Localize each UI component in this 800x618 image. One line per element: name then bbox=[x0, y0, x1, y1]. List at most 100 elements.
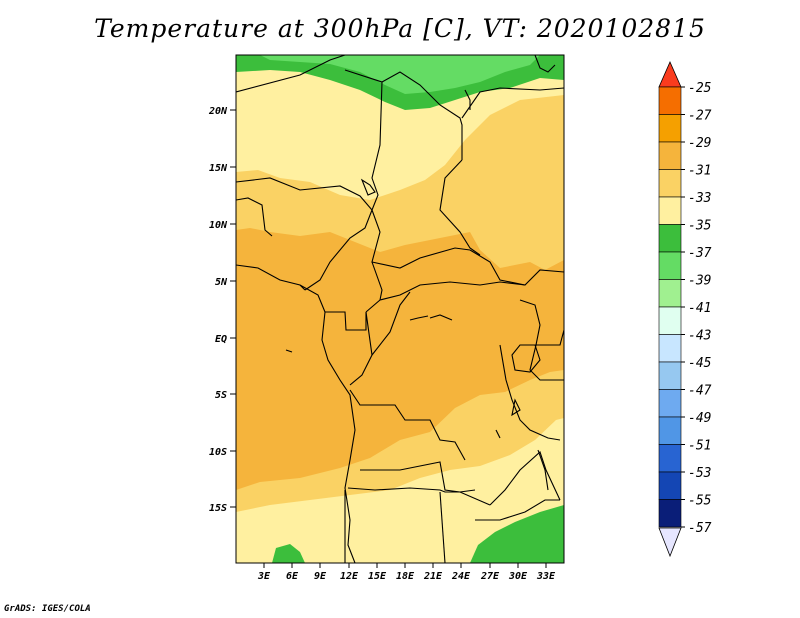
colorbar-cell bbox=[658, 279, 682, 308]
border-chad-sudan bbox=[439, 159, 481, 256]
colorbar-label: -39 bbox=[688, 274, 711, 289]
x-tick-label: 6E bbox=[286, 571, 299, 582]
border-cameroon-car bbox=[365, 261, 383, 313]
y-axis: 20N 15N 10N 5N EQ 5S 10S 15S bbox=[208, 106, 236, 514]
border-chad-car bbox=[371, 209, 471, 269]
nile-segment bbox=[464, 89, 471, 110]
border-libya-niger bbox=[236, 55, 463, 160]
colorbar-label: -31 bbox=[688, 164, 711, 179]
colorbar-cell bbox=[658, 389, 682, 418]
border-car-south bbox=[379, 281, 526, 301]
field-band-35-southeast bbox=[470, 505, 564, 563]
colorbar-label: -35 bbox=[688, 219, 712, 234]
x-tick-label: 15E bbox=[368, 571, 387, 582]
congo-river-1 bbox=[409, 315, 429, 321]
y-tick-label: 20N bbox=[208, 106, 228, 117]
border-drc-west bbox=[371, 291, 411, 356]
border-botswana-vertical bbox=[439, 491, 446, 563]
border-angola-zambia bbox=[360, 461, 476, 493]
border-mauritania-mali bbox=[236, 197, 273, 237]
country-borders bbox=[236, 55, 564, 563]
colorbar-cell bbox=[658, 444, 682, 473]
colorbar-cell bbox=[658, 86, 682, 115]
x-tick-label: 24E bbox=[451, 571, 471, 582]
y-tick-label: 15S bbox=[209, 503, 227, 514]
colorbar: -25 -27 -29 -31 -33 -35 -37 -39 -41 -43 -45 -47 -49 -… bbox=[658, 61, 712, 558]
border-namibia bbox=[347, 487, 491, 506]
border-cameroon-coast bbox=[299, 284, 306, 291]
x-tick-label: 3E bbox=[257, 571, 271, 582]
border-uganda-kenya bbox=[529, 344, 564, 381]
colorbar-label: -53 bbox=[688, 466, 711, 481]
x-tick-label: 9E bbox=[314, 571, 327, 582]
small-lake-2 bbox=[495, 429, 501, 439]
colorbar-bottom-triangle bbox=[658, 527, 682, 558]
colorbar-label: -33 bbox=[688, 191, 711, 206]
lake-chad bbox=[360, 178, 376, 196]
colorbar-top-triangle bbox=[658, 61, 682, 88]
map-title: Temperature at 300hPa [C], VT: 202010281… bbox=[94, 14, 706, 43]
colorbar-cell bbox=[658, 141, 682, 170]
y-tick-label: EQ bbox=[215, 334, 227, 345]
field-band-33-south bbox=[236, 418, 564, 563]
y-tick-label: 5S bbox=[215, 390, 227, 401]
map-frame bbox=[235, 54, 565, 564]
colorbar-cell bbox=[658, 334, 682, 363]
border-niger-nigeria bbox=[236, 177, 373, 211]
border-egypt-sudan bbox=[461, 87, 564, 119]
colorbar-label: -49 bbox=[688, 411, 711, 426]
border-congo bbox=[349, 311, 373, 386]
grads-credit: GrADS: IGES/COLA bbox=[4, 604, 91, 614]
border-zambia-east bbox=[489, 451, 561, 506]
colorbar-label: -25 bbox=[688, 81, 712, 96]
colorbar-label: -29 bbox=[688, 136, 711, 151]
y-tick-label: 10N bbox=[209, 220, 228, 231]
colorbar-cell bbox=[658, 114, 682, 143]
colorbar-cell bbox=[658, 169, 682, 198]
y-tick-label: 10S bbox=[209, 447, 227, 458]
x-tick-label: 27E bbox=[480, 571, 500, 582]
field-band-37-north bbox=[260, 55, 540, 94]
field-band-35-southwest bbox=[272, 544, 305, 563]
colorbar-label: -47 bbox=[688, 384, 712, 399]
colorbar-cell bbox=[658, 361, 682, 390]
x-tick-label: 18E bbox=[396, 571, 415, 582]
small-lake-1 bbox=[285, 349, 293, 353]
colorbar-cell bbox=[658, 306, 682, 335]
lake-victoria-outline bbox=[511, 344, 541, 373]
y-tick-label: 15N bbox=[209, 163, 228, 174]
colorbar-label: -43 bbox=[688, 329, 711, 344]
x-tick-label: 12E bbox=[340, 571, 359, 582]
border-drc-angola bbox=[349, 389, 466, 461]
colorbar-cell bbox=[658, 416, 682, 445]
colorbar-cell bbox=[658, 499, 682, 528]
colorbar-label: -45 bbox=[688, 356, 712, 371]
border-niger-chad bbox=[371, 81, 383, 211]
colorbar-label: -27 bbox=[688, 109, 712, 124]
x-tick-label: 33E bbox=[536, 571, 556, 582]
colorbar-cell bbox=[658, 251, 682, 280]
border-gabon bbox=[325, 311, 367, 331]
x-tick-label: 21E bbox=[423, 571, 443, 582]
colorbar-cell bbox=[658, 196, 682, 225]
x-tick-label: 30E bbox=[508, 571, 528, 582]
colorbar-label: -55 bbox=[688, 494, 712, 509]
border-lake-tanganyika bbox=[499, 344, 561, 441]
border-west-coast bbox=[236, 264, 356, 563]
colorbar-cell bbox=[658, 471, 682, 500]
congo-river-2 bbox=[429, 314, 453, 321]
colorbar-cell bbox=[658, 224, 682, 253]
border-nigeria-cameroon bbox=[304, 209, 373, 291]
border-east-africa bbox=[519, 299, 564, 346]
temperature-field bbox=[236, 55, 564, 563]
colorbar-label: -51 bbox=[688, 439, 711, 454]
border-sudan-ssudan bbox=[469, 249, 564, 286]
x-axis: 3E 6E 9E 12E 15E 18E 21E 24E 27E 30E 33E bbox=[257, 563, 556, 582]
border-zimbabwe bbox=[475, 499, 560, 521]
y-tick-label: 5N bbox=[215, 277, 228, 288]
lake-malawi bbox=[537, 449, 549, 491]
red-sea-coast bbox=[534, 55, 556, 73]
colorbar-label: -37 bbox=[688, 246, 712, 261]
colorbar-label: -41 bbox=[688, 301, 711, 316]
